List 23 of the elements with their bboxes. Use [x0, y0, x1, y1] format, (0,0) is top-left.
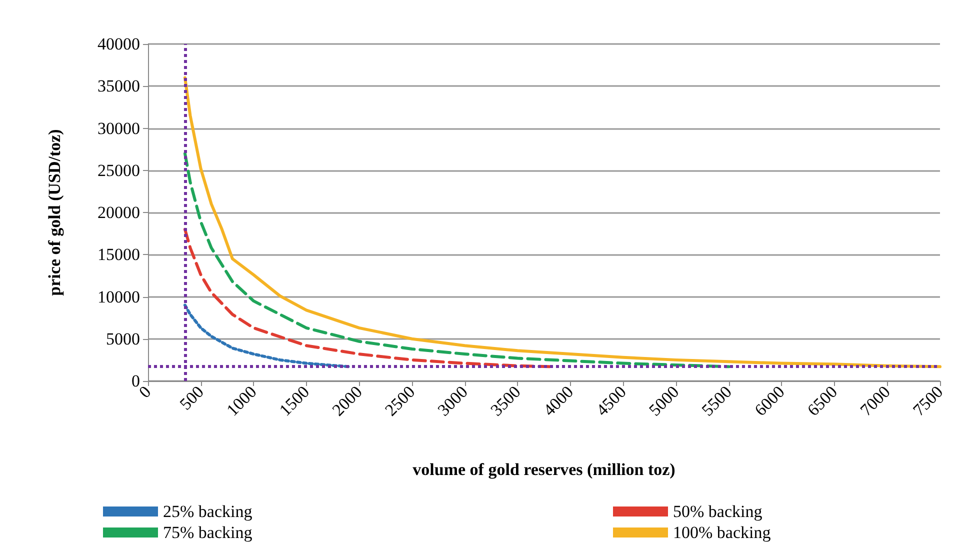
- y-tick-label: 20000: [98, 203, 140, 222]
- y-tick-label: 15000: [98, 245, 140, 264]
- x-tick-label: 6000: [750, 382, 788, 420]
- y-tick-label: 25000: [98, 160, 140, 180]
- x-tick-label: 4000: [540, 382, 578, 420]
- x-tick-label: 6500: [804, 382, 842, 420]
- legend-label: 100% backing: [673, 523, 772, 542]
- legend-label: 75% backing: [163, 523, 253, 542]
- legend-label: 25% backing: [163, 502, 253, 521]
- x-tick-label: 4500: [592, 382, 630, 420]
- y-tick-label: 5000: [106, 329, 140, 348]
- y-axis-title: price of gold (USD/toz): [45, 129, 64, 296]
- legend-label: 50% backing: [673, 502, 763, 521]
- y-tick-label: 35000: [98, 76, 140, 96]
- y-tick-label: 30000: [98, 118, 140, 138]
- y-tick-label: 40000: [98, 34, 140, 54]
- y-tick-label: 10000: [98, 287, 140, 306]
- x-axis-title: volume of gold reserves (million toz): [412, 460, 676, 479]
- line-series: [183, 228, 551, 368]
- x-tick-label: 500: [176, 382, 208, 414]
- line-series: [183, 304, 350, 368]
- line-series: [183, 152, 730, 368]
- line-series: [183, 76, 942, 368]
